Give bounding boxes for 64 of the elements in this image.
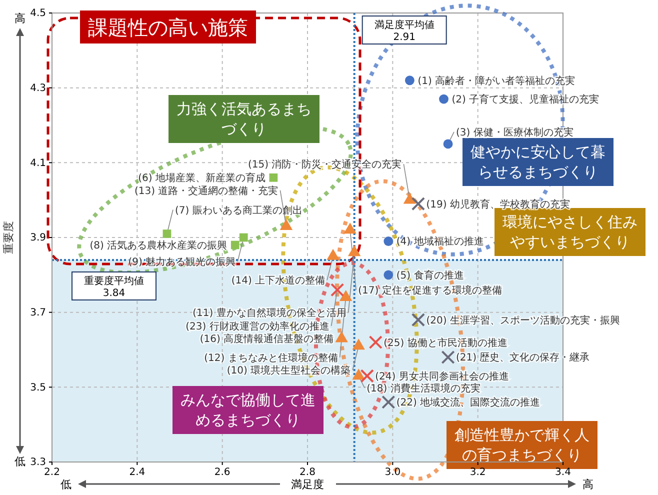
annotation: (25) 協働と市民活動の推進 (384, 336, 508, 349)
x-tick-label: 2.2 (44, 467, 60, 478)
point (269, 173, 278, 182)
x-tick-label: 2.6 (214, 467, 230, 478)
y-tick-label: 3.7 (30, 308, 46, 319)
point (441, 350, 455, 364)
annotation: (21) 歴史、文化の保存・継承 (456, 352, 590, 364)
point (368, 335, 382, 350)
point (439, 94, 448, 104)
text: 低 (14, 455, 26, 468)
annotation: (13) 道路・交通網の整備・充実 (134, 184, 278, 197)
point (411, 197, 426, 211)
annotation: (17) 定住を促進する環境の整備 (358, 284, 502, 297)
x-tick-label: 3.0 (384, 467, 401, 478)
annotation: (18) 消費生活環境の充実 (366, 382, 480, 394)
point (230, 240, 240, 250)
annotation: (6) 地場産業、新産業の育成 (138, 172, 266, 184)
text: 低 (60, 478, 72, 491)
annotation: みんなで協働して進めるまちづくり (180, 391, 316, 429)
annotation: (23) 行財政運営の効率化の推進 (186, 320, 330, 332)
annotation: (8) 活気ある農林水産業の振興 (90, 239, 228, 252)
annotation: 力強く活気あるまちづくり (176, 100, 312, 138)
y-tick-label: 3.3 (30, 457, 46, 468)
y-tick-label: 4.5 (30, 8, 46, 20)
y-tick-label: 3.9 (30, 232, 46, 244)
ref-line-label: 満足度平均値 2.91 (374, 19, 434, 43)
y-axis-title: 重要度 (2, 221, 15, 254)
text: 高 (14, 12, 26, 25)
x-tick-label: 3.4 (555, 467, 571, 478)
x-axis-title: 満足度 (291, 478, 324, 491)
x-tick-label: 2.4 (129, 467, 146, 478)
point (384, 270, 394, 280)
annotation: (10) 環境共生型社会の構築 (226, 364, 351, 377)
annotation: (22) 地域交流、国際交流の推進 (396, 396, 540, 409)
annotation: (5) 食育の推進 (396, 269, 464, 282)
text: 高 (582, 478, 594, 491)
annotation: (20) 生涯学習、スポーツ活動の充実・振興 (426, 314, 620, 326)
annotation: (7) 賑わいある商工業の創出 (174, 204, 302, 216)
annotation: (11) 豊かな自然環境の保全と活用 (192, 306, 346, 319)
annotation: (19) 幼児教育、学校教育の充実 (426, 198, 570, 210)
point (162, 230, 172, 238)
x-tick-label: 2.8 (300, 467, 316, 478)
y-tick-label: 3.5 (30, 382, 46, 394)
x-tick-label: 3.2 (470, 467, 486, 478)
annotation: (3) 保健・医療体制の充実 (456, 126, 574, 138)
point (384, 236, 394, 246)
annotation: (2) 子育て支援、児童福祉の充実 (452, 94, 600, 106)
annotation: 課題性の高い施策 (88, 16, 248, 40)
annotation: (1) 高齢者・障がい者等福祉の充実 (418, 74, 576, 87)
point (404, 76, 414, 86)
y-tick-label: 4.3 (30, 83, 46, 94)
point (382, 395, 396, 409)
y-tick-label: 4.1 (30, 158, 46, 169)
point (330, 283, 344, 297)
ref-line-label: 重要度平均値 3.84 (84, 274, 144, 299)
point (443, 139, 453, 149)
annotation: 健やかに安心して暮らせるまちづくり (470, 143, 606, 181)
annotation: 環境にやさしく住みやすいまちづくり (502, 213, 638, 251)
annotation: (24) 男女共同参画社会の推進 (375, 370, 509, 382)
annotation: (16) 高度情報通信基盤の整備 (200, 333, 334, 346)
point (360, 369, 374, 383)
point (411, 313, 426, 327)
point (239, 233, 248, 242)
annotation: (14) 上下水道の整備 (231, 274, 326, 287)
